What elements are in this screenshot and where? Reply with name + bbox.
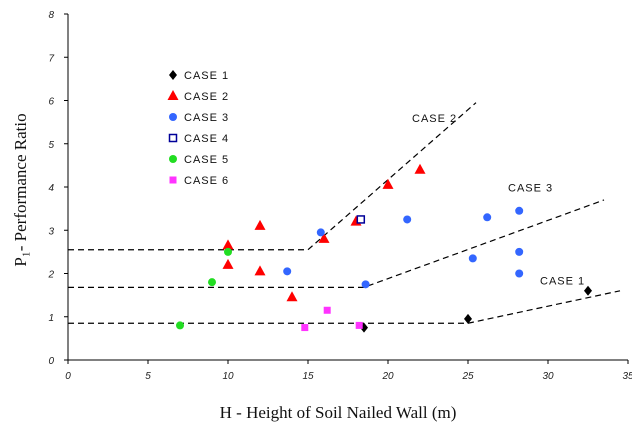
y-axis-label: P₁- Performance Ratio (11, 113, 30, 266)
data-point-case-3 (316, 228, 325, 237)
data-point-case-3 (361, 280, 370, 289)
legend-marker (168, 133, 178, 143)
trend-line (68, 199, 605, 288)
y-tick-label: 2 (47, 270, 54, 281)
x-tick-label: 35 (622, 371, 632, 382)
data-point-case-2 (254, 265, 266, 276)
data-point-case-3 (403, 215, 412, 224)
y-tick-label: 4 (48, 183, 54, 194)
x-tick-label: 0 (65, 371, 71, 382)
legend-entry-label: CASE 5 (184, 154, 229, 166)
legend-marker (169, 155, 177, 163)
data-point-case-1 (584, 285, 592, 296)
data-point-case-3 (283, 267, 292, 276)
data-point-case-6 (323, 306, 331, 314)
x-tick-label: 15 (302, 371, 314, 382)
data-point-case-5 (208, 278, 216, 287)
y-tick-label: 6 (48, 97, 54, 108)
data-point-case-3 (468, 254, 477, 263)
trend-line (68, 102, 477, 251)
y-tick-label: 5 (48, 140, 54, 151)
x-tick-label: 5 (145, 371, 151, 382)
data-point-case-3 (515, 269, 524, 278)
data-point-case-2 (318, 232, 330, 243)
data-point-case-6 (355, 321, 363, 329)
trend-annotation: CASE 1 (540, 275, 585, 287)
data-point-case-3 (515, 206, 524, 215)
trend-annotation: CASE 3 (508, 182, 553, 194)
legend-entry-label: CASE 2 (184, 91, 229, 103)
y-tick-label: 7 (48, 53, 54, 64)
data-point-case-2 (382, 178, 394, 189)
legend-entry-label: CASE 4 (184, 133, 229, 145)
trend-annotations: CASE 2 CASE 3 CASE 1 (412, 113, 585, 287)
trend-lines (68, 102, 621, 324)
x-axis-label: H - Height of Soil Nailed Wall (m) (220, 403, 457, 422)
legend-marker (167, 90, 179, 100)
data-point-case-2 (414, 163, 426, 174)
data-point-case-2 (254, 219, 266, 230)
y-tick-label: 8 (48, 10, 54, 21)
x-tick-label: 10 (222, 371, 234, 382)
data-point-case-2 (222, 239, 234, 250)
trend-line (68, 290, 621, 324)
legend-marker (169, 176, 177, 184)
data-point-case-6 (301, 324, 309, 332)
y-tick-label: 1 (48, 313, 54, 324)
data-point-case-3 (515, 247, 524, 256)
data-point-case-3 (483, 213, 492, 222)
axes (64, 13, 629, 364)
legend-marker (169, 70, 177, 80)
data-point-case-4 (356, 215, 366, 224)
x-tick-label: 30 (542, 371, 554, 382)
data-point-case-1 (464, 313, 472, 324)
legend-marker (169, 113, 177, 121)
data-point-case-2 (286, 291, 298, 302)
trend-annotation: CASE 2 (412, 113, 457, 125)
data-points (176, 163, 592, 333)
data-point-case-5 (176, 321, 184, 330)
data-point-case-5 (224, 247, 232, 256)
y-tick-label: 0 (48, 356, 54, 367)
legend: CASE 1 CASE 2 CASE 3 CASE 4 CASE 5 CASE 6 (167, 70, 229, 187)
data-point-case-2 (222, 258, 234, 269)
tick-labels: 0 5 10 15 20 25 30 35 0 1 2 3 4 5 6 7 8 (47, 10, 632, 382)
y-tick-label: 3 (48, 226, 54, 237)
x-tick-label: 25 (461, 371, 474, 382)
legend-entry-label: CASE 6 (184, 175, 229, 187)
legend-entry-label: CASE 1 (184, 70, 229, 82)
legend-entry-label: CASE 3 (184, 112, 229, 124)
x-tick-label: 20 (381, 371, 394, 382)
